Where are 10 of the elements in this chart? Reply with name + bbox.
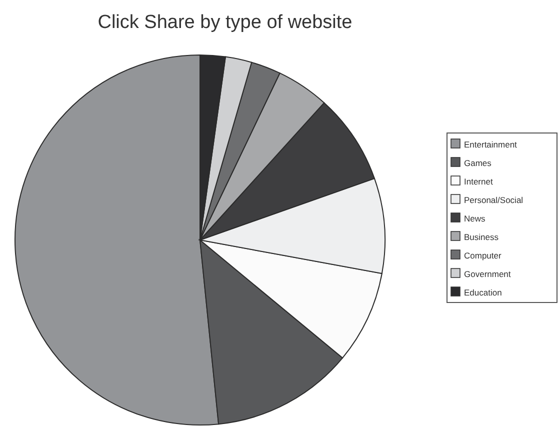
legend-label: Government (464, 269, 512, 279)
legend-label: Entertainment (464, 140, 518, 150)
legend-label: Games (464, 158, 492, 168)
legend-label: Education (464, 288, 502, 298)
legend-label: Business (464, 232, 498, 242)
legend-label: Personal/Social (464, 195, 524, 205)
chart-title: Click Share by type of website (98, 12, 352, 33)
legend-label: Internet (464, 176, 494, 186)
legend-label: News (464, 214, 486, 224)
legend-label: Computer (464, 250, 502, 260)
